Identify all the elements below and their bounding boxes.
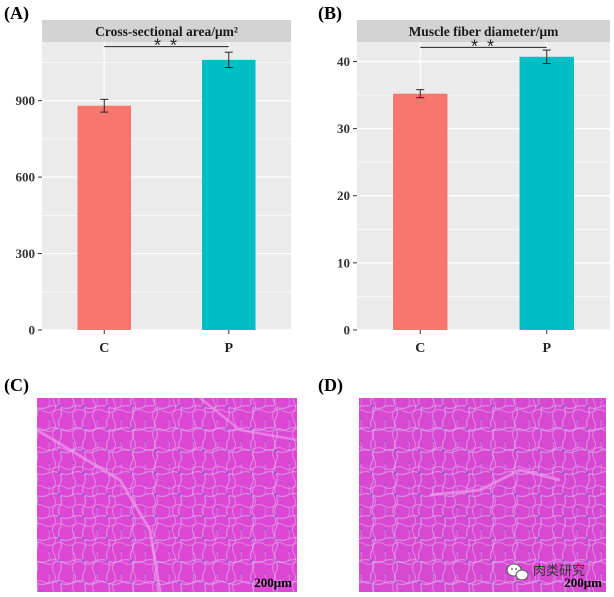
watermark: 肉类研究 xyxy=(506,563,585,581)
panel-label-a: (A) xyxy=(4,3,29,24)
panel-label-c: (C) xyxy=(4,375,29,396)
chart-a-bar-p xyxy=(201,59,256,331)
chart-b-title: Muscle fiber diameter/μm xyxy=(409,24,560,39)
chart-a-title-strip xyxy=(42,20,291,42)
micrograph-c-scale-bar-label: 200μm xyxy=(254,575,292,590)
micrograph-c-septum xyxy=(36,428,162,593)
chart-b-y-tick-label: 0 xyxy=(344,323,351,338)
wechat-icon xyxy=(506,563,529,581)
chart-a-y-tick-label: 0 xyxy=(29,323,36,338)
micrograph-d-septum xyxy=(429,468,561,497)
micrograph-d-cells-fine xyxy=(359,398,606,592)
chart-b-title-strip xyxy=(357,20,610,42)
chart-b-significance-label: * * xyxy=(471,36,496,56)
panel-label-b: (B) xyxy=(318,3,342,24)
chart-a-x-tick-label: C xyxy=(99,341,109,356)
chart-a-y-tick-label: 300 xyxy=(16,246,36,261)
chart-a-bar-c xyxy=(77,105,132,330)
watermark-text: 肉类研究 xyxy=(533,564,585,579)
chart-a-y-tick-label: 600 xyxy=(16,170,36,185)
chart-a-significance-label: * * xyxy=(154,36,179,56)
micrograph-c: 200μm xyxy=(36,397,298,593)
panel-label-d: (D) xyxy=(318,375,343,396)
micrograph-c-septum-2 xyxy=(199,397,298,442)
chart-cross-sectional-area: Cross-sectional area/μm² 0 300 600 900 C P * * xyxy=(16,20,291,356)
chart-muscle-fiber-diameter: Muscle fiber diameter/μm 0 10 20 30 40 C P * * xyxy=(337,20,610,356)
chart-b-bar-p xyxy=(519,56,574,331)
chart-b-y-tick-label: 10 xyxy=(337,255,350,270)
chart-b-y-tick-label: 20 xyxy=(337,188,350,203)
chart-a-title: Cross-sectional area/μm² xyxy=(95,24,238,39)
micrograph-d-scale-bar-label: 200μm xyxy=(564,575,602,590)
chart-b-bar-c xyxy=(393,93,448,330)
chart-b-x-tick-label: C xyxy=(415,341,425,356)
chart-a-x-tick-label: P xyxy=(224,341,233,356)
chart-b-y-tick-label: 30 xyxy=(337,121,350,136)
chart-a-y-tick-label: 900 xyxy=(16,93,36,108)
micrograph-d: 肉类研究 200μm xyxy=(359,398,606,592)
chart-b-y-tick-label: 40 xyxy=(337,54,350,69)
chart-b-x-tick-label: P xyxy=(542,341,551,356)
micrograph-c-cells-fine xyxy=(37,398,297,592)
